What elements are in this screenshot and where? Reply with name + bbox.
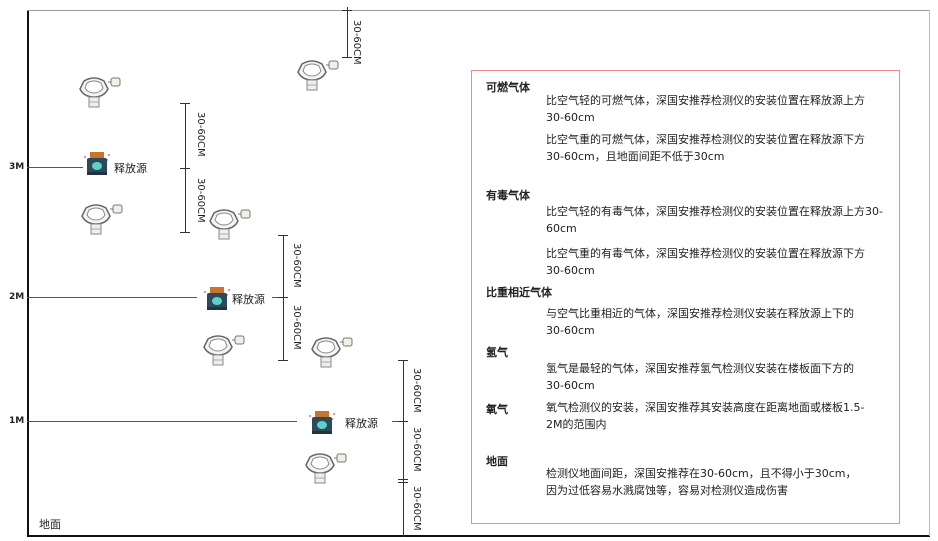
dimension-label: 30-60CM: [291, 243, 302, 288]
right-wall-line: [929, 10, 930, 536]
release-source-label: 释放源: [232, 293, 265, 306]
info-panel: 可燃气体 比空气轻的可燃气体，深国安推荐检测仪的安装位置在释放源上方30-60c…: [471, 70, 900, 524]
section-text: 比空气轻的可燃气体，深国安推荐检测仪的安装位置在释放源上方30-60cm: [546, 94, 865, 124]
section-text: 比空气轻的有毒气体，深国安推荐检测仪的安装位置在释放源上方30-60cm: [546, 205, 883, 235]
gas-detector-icon: [202, 331, 246, 371]
level-3m-line: [27, 167, 83, 168]
section-text: 氧气检测仪的安装，深国安推荐其安装高度在距离地面或楼板1.5-2M的范围内: [546, 401, 865, 431]
level-3m-label: 3M: [9, 162, 25, 172]
level-1m-label: 1M: [9, 416, 25, 426]
ground-label: 地面: [39, 518, 61, 531]
release-source-icon: [307, 408, 337, 440]
section-title: 有毒气体: [486, 189, 530, 202]
dimension-label: 30-60CM: [411, 427, 422, 472]
section-text: 与空气比重相近的气体，深国安推荐检测仪安装在释放源上下的30-60cm: [546, 307, 854, 337]
floor-line: [27, 535, 930, 537]
level-2m-line: [27, 297, 197, 298]
dimension-label: 30-60CM: [195, 178, 206, 223]
level-2m-label: 2M: [9, 292, 25, 302]
section-title: 可燃气体: [486, 81, 530, 94]
section-text: 检测仪地面间距，深国安推荐在30-60cm，且不得小于30cm，因为过低容易水溅…: [546, 467, 857, 497]
dimension-label: 30-60CM: [411, 486, 422, 531]
release-source-icon: [202, 284, 232, 316]
section-title: 氢气: [486, 346, 508, 359]
gas-detector-icon: [208, 205, 252, 245]
section-text: 比空气重的可燃气体，深国安推荐检测仪的安装位置在释放源下方30-60cm，且地面…: [546, 133, 865, 163]
ceiling-line: [27, 10, 930, 11]
dimension-label: 30-60CM: [351, 20, 362, 65]
dimension-label: 30-60CM: [411, 368, 422, 413]
release-source-label: 释放源: [345, 417, 378, 430]
section-title: 比重相近气体: [486, 286, 552, 299]
wall-line: [27, 10, 29, 536]
level-1m-line: [27, 421, 297, 422]
gas-detector-icon: [304, 449, 348, 489]
section-title: 地面: [486, 455, 508, 468]
dimension-label: 30-60CM: [291, 305, 302, 350]
dimension-line: [403, 360, 404, 537]
gas-detector-icon: [296, 56, 340, 96]
gas-detector-icon: [80, 200, 124, 240]
section-title: 氧气: [486, 403, 508, 416]
release-source-label: 释放源: [114, 162, 147, 175]
dimension-line: [347, 7, 348, 57]
release-source-icon: [82, 149, 112, 181]
dimension-line: [283, 235, 284, 361]
gas-detector-icon: [78, 73, 122, 113]
gas-detector-icon: [310, 333, 354, 373]
dimension-label: 30-60CM: [195, 112, 206, 157]
section-text: 氢气是最轻的气体，深国安推荐氢气检测仪安装在楼板面下方的30-60cm: [546, 362, 854, 392]
section-text: 比空气重的有毒气体，深国安推荐检测仪的安装位置在释放源下方30-60cm: [546, 247, 865, 277]
